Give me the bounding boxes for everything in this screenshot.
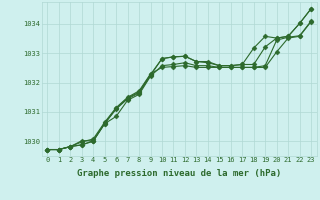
X-axis label: Graphe pression niveau de la mer (hPa): Graphe pression niveau de la mer (hPa)	[77, 169, 281, 178]
